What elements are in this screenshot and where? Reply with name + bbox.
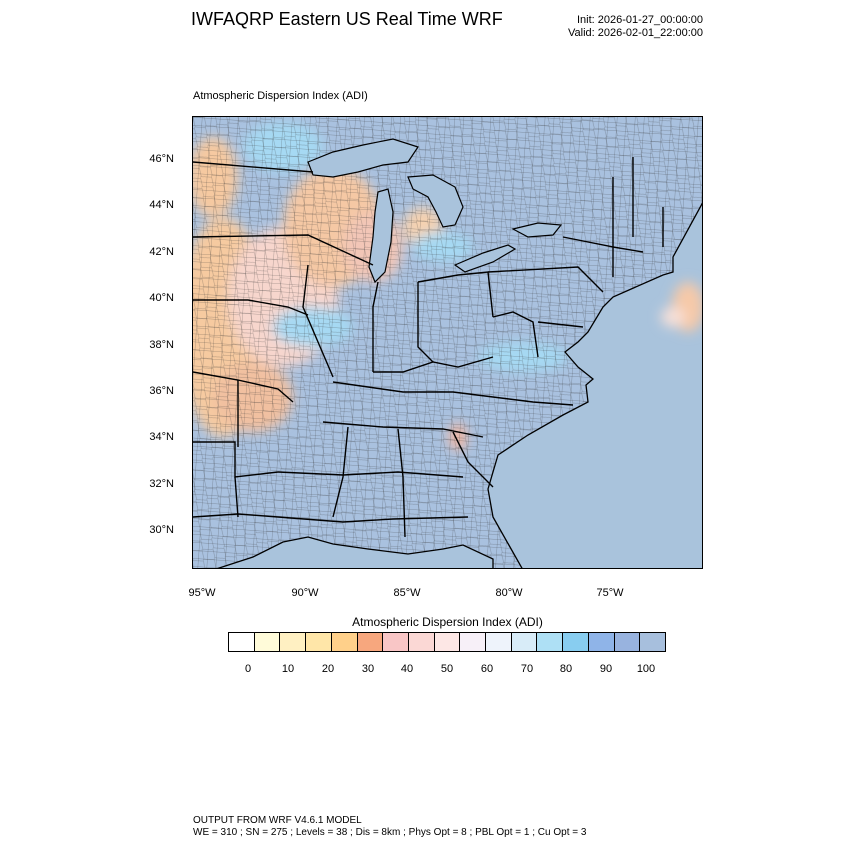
lon-tick: 95°W [188, 587, 216, 599]
plot-label: Atmospheric Dispersion Index (ADI) [193, 90, 368, 102]
lat-tick: 34°N [149, 431, 174, 443]
lat-tick: 42°N [149, 246, 174, 258]
colorbar-swatch [614, 633, 641, 651]
colorbar-label: 60 [480, 663, 494, 675]
lake-ontario [511, 222, 563, 238]
colorbar-swatch [357, 633, 384, 651]
valid-time: Valid: 2026-02-01_22:00:00 [568, 27, 703, 39]
colorbar-swatch [306, 633, 332, 651]
lat-tick: 36°N [149, 385, 174, 397]
colorbar-swatch [640, 633, 665, 651]
colorbar-swatch [511, 633, 538, 651]
map-panel [192, 116, 703, 569]
colorbar-swatch [254, 633, 281, 651]
time-info: Init: 2026-01-27_00:00:00 Valid: 2026-02… [540, 14, 703, 40]
lon-tick: 85°W [393, 587, 421, 599]
footer-line-1: OUTPUT FROM WRF V4.6.1 MODEL [193, 815, 362, 826]
colorbar-swatch [588, 633, 615, 651]
lat-tick: 44°N [149, 199, 174, 211]
lake-superior [307, 138, 419, 178]
model-footer: OUTPUT FROM WRF V4.6.1 MODEL WE = 310 ; … [193, 815, 586, 839]
colorbar-label: 70 [520, 663, 534, 675]
colorbar-label: 90 [599, 663, 613, 675]
colorbar-label: 20 [321, 663, 335, 675]
colorbar-swatch [331, 633, 358, 651]
adi-map [193, 117, 702, 568]
colorbar [228, 632, 666, 652]
lon-tick: 90°W [291, 587, 319, 599]
colorbar-label: 40 [400, 663, 414, 675]
colorbar-swatch [383, 633, 409, 651]
lake-huron [407, 174, 464, 228]
colorbar-swatch [229, 633, 255, 651]
lon-tick: 80°W [495, 587, 523, 599]
colorbar-label: 80 [559, 663, 573, 675]
colorbar-label: 30 [361, 663, 375, 675]
colorbar-label: 0 [244, 663, 252, 675]
state-borders [193, 157, 664, 538]
colorbar-swatch [280, 633, 307, 651]
lat-tick: 32°N [149, 478, 174, 490]
lat-tick: 46°N [149, 153, 174, 165]
coastline [217, 202, 702, 568]
page-title: IWFAQRP Eastern US Real Time WRF [191, 9, 503, 29]
footer-line-2: WE = 310 ; SN = 275 ; Levels = 38 ; Dis … [193, 827, 587, 838]
colorbar-swatch [408, 633, 435, 651]
lake-michigan [368, 188, 394, 284]
colorbar-swatch [460, 633, 487, 651]
colorbar-swatch [537, 633, 564, 651]
colorbar-label: 100 [636, 663, 656, 675]
colorbar-swatch [434, 633, 461, 651]
colorbar-label: 50 [440, 663, 454, 675]
colorbar-label: 10 [281, 663, 295, 675]
colorbar-swatch [486, 633, 512, 651]
lake-erie [453, 244, 517, 273]
init-time: Init: 2026-01-27_00:00:00 [577, 14, 703, 26]
lat-tick: 30°N [149, 524, 174, 536]
colorbar-swatch [563, 633, 589, 651]
colorbar-title: Atmospheric Dispersion Index (ADI) [352, 615, 543, 629]
great-lakes [307, 138, 563, 284]
lat-tick: 40°N [149, 292, 174, 304]
lat-tick: 38°N [149, 339, 174, 351]
lon-tick: 75°W [596, 587, 624, 599]
